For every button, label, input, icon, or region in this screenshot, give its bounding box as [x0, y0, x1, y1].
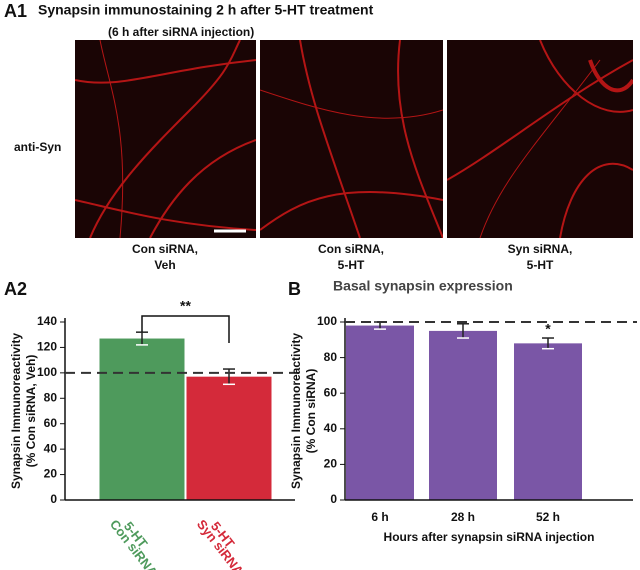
y-axis-label: Synapsin Immunoreactivity: [9, 333, 23, 489]
bar: [514, 343, 582, 500]
caption: Con siRNA,: [132, 242, 198, 256]
y-tick-label: 40: [44, 441, 58, 455]
caption: 5-HT: [527, 258, 554, 272]
y-tick-label: 100: [37, 365, 57, 379]
x-tick-label: 6 h: [371, 510, 388, 524]
y-tick-label: 20: [324, 457, 338, 471]
micrograph: [447, 40, 633, 238]
y-axis-label: (% Con siRNA): [304, 369, 318, 454]
chart-title: Basal synapsin expression: [333, 278, 513, 294]
panel-title: Synapsin immunostaining 2 h after 5-HT t…: [38, 2, 374, 18]
panel-label: A1: [4, 1, 27, 21]
panel-subtitle: (6 h after siRNA injection): [108, 25, 254, 39]
y-axis-label: (% Con siRNA, Veh): [24, 355, 38, 468]
x-axis-label: Hours after synapsin siRNA injection: [384, 530, 595, 544]
row-label: anti-Syn: [14, 140, 61, 154]
micrograph: [260, 40, 443, 238]
y-tick-label: 40: [324, 421, 338, 435]
significance-bracket: [141, 315, 230, 343]
y-tick-label: 100: [317, 314, 337, 328]
x-tick-label: 52 h: [536, 510, 560, 524]
caption: Veh: [154, 258, 175, 272]
y-tick-label: 60: [44, 416, 58, 430]
y-tick-label: 80: [324, 350, 338, 364]
panel-label: A2: [4, 279, 27, 299]
panel-label: B: [288, 279, 301, 299]
x-tick-label: 28 h: [451, 510, 475, 524]
caption: 5-HT: [338, 258, 365, 272]
caption: Con siRNA,: [318, 242, 384, 256]
y-axis-label: Synapsin Immunoreactivity: [289, 333, 303, 489]
y-tick-label: 0: [330, 492, 337, 506]
micrograph: [75, 40, 256, 238]
annotation: *: [545, 321, 551, 337]
bar: [346, 325, 414, 500]
bar: [99, 338, 185, 500]
caption: Syn siRNA,: [508, 242, 573, 256]
bar: [429, 330, 497, 500]
y-tick-label: 20: [44, 467, 58, 481]
significance-label: **: [180, 298, 191, 314]
bar: [186, 376, 272, 500]
y-tick-label: 140: [37, 314, 57, 328]
y-tick-label: 120: [37, 340, 57, 354]
y-tick-label: 80: [44, 390, 58, 404]
y-tick-label: 60: [324, 385, 338, 399]
y-tick-label: 0: [50, 492, 57, 506]
